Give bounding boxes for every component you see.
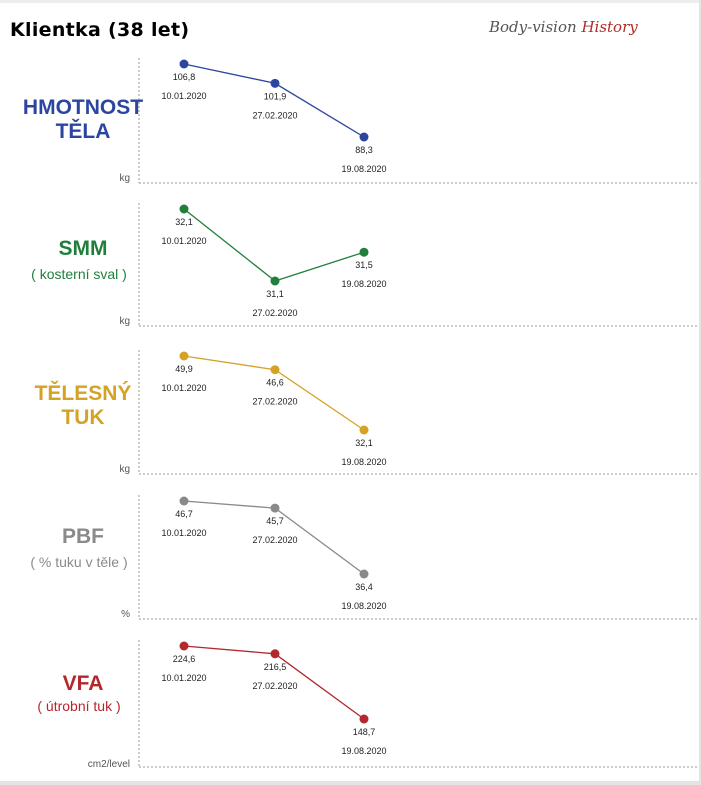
brand-logo: Body-vision History	[489, 18, 638, 36]
date-label: 19.08.2020	[341, 164, 386, 174]
client-title: Klientka (38 let)	[10, 19, 190, 41]
date-label: 10.01.2020	[161, 91, 206, 101]
date-label: 19.08.2020	[341, 746, 386, 756]
data-point	[359, 247, 369, 257]
value-label: 49,9	[175, 364, 193, 374]
metric-label-line: PBF	[62, 525, 104, 548]
data-point	[179, 59, 189, 69]
brand-history: History	[581, 18, 638, 36]
metric-sublabel: ( útrobní tuk )	[37, 698, 121, 714]
date-label: 27.02.2020	[252, 308, 297, 318]
right-border	[699, 0, 701, 785]
data-point	[179, 496, 189, 506]
data-point	[359, 425, 369, 435]
brand-name: Body-vision	[489, 18, 577, 36]
metric-label: SMM	[8, 237, 158, 261]
data-point	[359, 132, 369, 142]
unit-label: cm2/level	[87, 759, 130, 770]
date-label: 27.02.2020	[252, 110, 297, 120]
metric-label: VFA	[8, 672, 158, 696]
data-point	[359, 569, 369, 579]
metric-label-line: TĚLESNÝ	[34, 382, 132, 405]
metric-label: HMOTNOST TĚLA	[8, 96, 158, 144]
data-point	[270, 276, 280, 286]
date-label: 19.08.2020	[341, 279, 386, 289]
metric-label-line: TUK	[61, 406, 105, 429]
date-label: 27.02.2020	[252, 535, 297, 545]
metric-label: TĚLESNÝ TUK	[8, 382, 158, 430]
metric-sublabel: ( % tuku v těle )	[30, 554, 128, 570]
value-label: 46,7	[175, 509, 193, 519]
metric-label-line: SMM	[58, 237, 108, 260]
date-label: 10.01.2020	[161, 236, 206, 246]
date-label: 19.08.2020	[341, 457, 386, 467]
value-label: 31,1	[266, 289, 284, 299]
unit-label: kg	[119, 173, 130, 184]
data-point	[179, 641, 189, 651]
metric-label: PBF	[8, 525, 158, 549]
date-label: 27.02.2020	[252, 397, 297, 407]
unit-label: %	[121, 609, 130, 620]
data-point	[270, 365, 280, 375]
unit-label: kg	[119, 464, 130, 475]
value-label: 148,7	[353, 727, 376, 737]
value-label: 32,1	[175, 217, 193, 227]
value-label: 101,9	[264, 91, 287, 101]
metric-label-line: HMOTNOST	[22, 96, 144, 119]
value-label: 46,6	[266, 378, 284, 388]
value-label: 88,3	[355, 145, 373, 155]
value-label: 32,1	[355, 438, 373, 448]
data-point	[270, 503, 280, 513]
metric-label-line: VFA	[62, 672, 104, 695]
date-label: 10.01.2020	[161, 673, 206, 683]
value-label: 36,4	[355, 582, 373, 592]
value-label: 216,5	[264, 662, 287, 672]
metric-label-line: TĚLA	[55, 120, 111, 143]
data-point	[359, 714, 369, 724]
date-label: 10.01.2020	[161, 528, 206, 538]
data-point	[179, 204, 189, 214]
metric-sublabel: ( kosterní sval )	[31, 266, 127, 282]
value-label: 45,7	[266, 516, 284, 526]
value-label: 31,5	[355, 260, 373, 270]
date-label: 10.01.2020	[161, 383, 206, 393]
unit-label: kg	[119, 316, 130, 327]
date-label: 19.08.2020	[341, 601, 386, 611]
value-label: 106,8	[173, 72, 196, 82]
top-border	[0, 0, 701, 3]
bottom-border	[0, 781, 701, 785]
value-label: 224,6	[173, 654, 196, 664]
data-point	[179, 351, 189, 361]
data-point	[270, 649, 280, 659]
date-label: 27.02.2020	[252, 681, 297, 691]
data-point	[270, 78, 280, 88]
